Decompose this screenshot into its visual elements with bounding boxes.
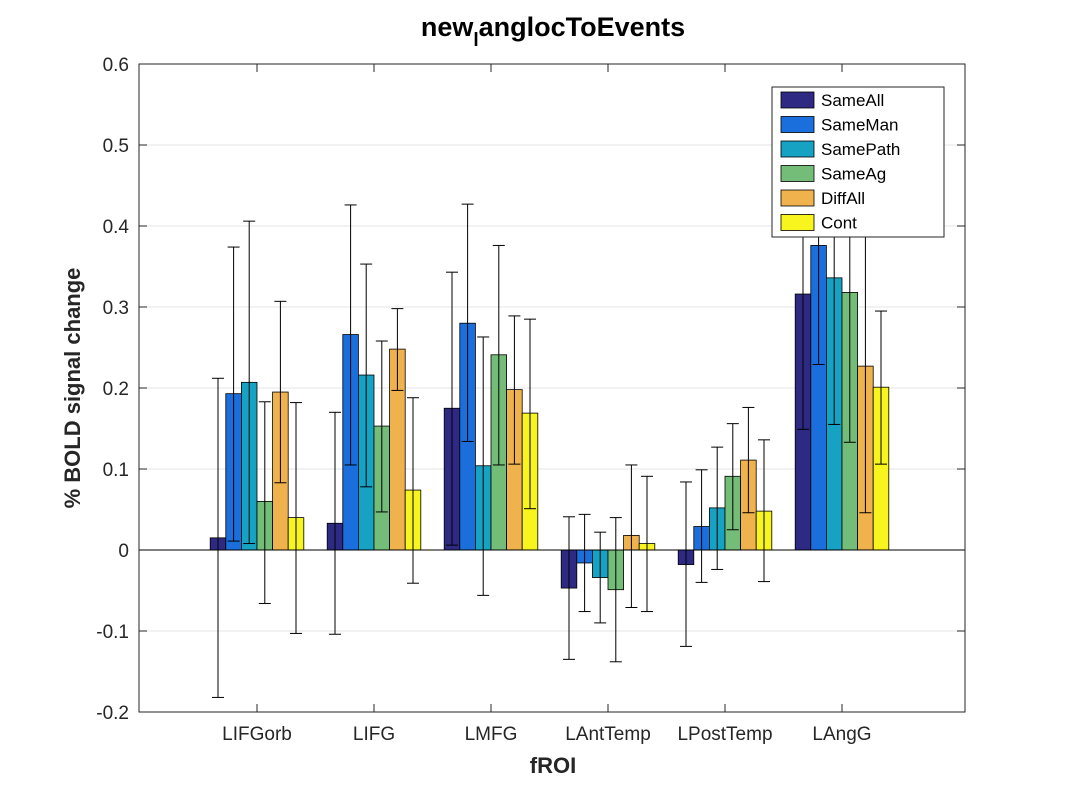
y-tick-label: 0.6 [103, 55, 129, 76]
error-bar-SameMan-LIFG [344, 204, 357, 466]
y-tick-label: 0.2 [103, 379, 129, 400]
chart-title: newlanglocToEvents [421, 12, 685, 51]
legend-item-DiffAll: DiffAll [780, 189, 865, 208]
chart-title-rest: anglocToEvents [479, 12, 686, 42]
y-tick-label: 0.1 [103, 460, 129, 481]
error-bar-DiffAll-LIFGorb [274, 300, 287, 484]
error-bar-SamePath-LPostTemp [711, 446, 724, 570]
x-tick-label: LAntTemp [565, 724, 651, 745]
x-tick-label: LPostTemp [677, 724, 772, 745]
y-axis-label: % BOLD signal change [60, 268, 85, 509]
legend-label: SameMan [821, 116, 898, 135]
chart-title-main: new [421, 12, 475, 42]
error-bar-Cont-LIFGorb [290, 402, 302, 634]
legend-label: SameAg [821, 165, 886, 184]
error-bar-SameAg-LPostTemp [726, 423, 739, 531]
error-bar-DiffAll-LAntTemp [625, 464, 638, 609]
error-bar-Cont-LAngG [875, 310, 887, 465]
error-bar-DiffAll-LMFG [508, 315, 521, 465]
x-tick-labels: LIFGorb LIFG LMFG LAntTemp LPostTemp LAngG [222, 724, 871, 745]
legend-swatch [780, 214, 815, 231]
legend-swatch [780, 116, 815, 133]
y-tick-label: 0.5 [103, 136, 129, 157]
legend-swatch [780, 91, 815, 109]
error-bar-SameMan-LMFG [461, 203, 474, 442]
error-bar-DiffAll-LPostTemp [742, 406, 755, 514]
y-tick-label: -0.1 [96, 622, 129, 643]
legend-box [771, 86, 945, 238]
error-bar-SameAll-LMFG [446, 271, 458, 546]
legend-label: SameAll [821, 91, 884, 110]
error-bar-SameAg-LIFGorb [258, 401, 271, 604]
y-tick-label: 0.4 [103, 217, 130, 238]
error-bar-SameMan-LAntTemp [578, 513, 591, 613]
x-tick-label: LIFG [353, 724, 395, 745]
legend-swatch [780, 140, 815, 158]
y-tick-label: -0.2 [96, 703, 129, 724]
error-bar-SameAll-LPostTemp [680, 481, 692, 647]
error-bar-SamePath-LAntTemp [594, 531, 607, 624]
error-bar-SameAll-LIFG [329, 411, 341, 635]
error-bar-SameMan-LPostTemp [695, 469, 708, 583]
error-bar-Cont-LAntTemp [641, 475, 653, 613]
y-tick-label: 0 [118, 541, 129, 562]
x-tick-label: LMFG [465, 724, 518, 745]
y-tick-labels: -0.2 -0.1 0 0.1 0.2 0.3 0.4 0.5 0.6 [96, 55, 129, 724]
legend: SameAll SameMan SamePath SameAg DiffAll Cont [771, 86, 945, 238]
error-bar-SamePath-LMFG [477, 336, 490, 596]
legend-label: Cont [821, 214, 857, 233]
x-axis-label: fROI [530, 753, 576, 778]
error-bar-SameAll-LAntTemp [563, 516, 575, 660]
error-bar-Cont-LPostTemp [758, 439, 770, 583]
error-bar-SamePath-LIFGorb [243, 220, 256, 545]
error-bar-SameAg-LIFG [375, 340, 388, 513]
axes-box [138, 63, 966, 713]
error-bar-SameAg-LAntTemp [609, 517, 622, 663]
error-bar-Cont-LMFG [524, 318, 536, 510]
axes [138, 63, 966, 713]
legend-item-SameAg: SameAg [780, 165, 886, 184]
x-tick-label: LAngG [812, 724, 871, 745]
error-bars [212, 128, 887, 698]
error-bar-DiffAll-LIFG [391, 308, 404, 391]
legend-swatch [780, 189, 815, 207]
legend-item-Cont: Cont [780, 214, 857, 233]
y-tick-label: 0.3 [103, 298, 129, 319]
legend-item-SameAll: SameAll [780, 91, 884, 110]
error-bar-Cont-LIFG [407, 397, 419, 584]
error-bar-SameAg-LMFG [492, 244, 505, 466]
error-bar-SameAll-LIFGorb [212, 377, 224, 698]
legend-label: DiffAll [821, 189, 865, 208]
chart-title-subscript: l [473, 30, 478, 51]
legend-swatch [780, 165, 815, 182]
legend-item-SameMan: SameMan [780, 116, 898, 135]
error-bar-SamePath-LIFG [360, 263, 373, 488]
x-tick-label: LIFGorb [222, 724, 292, 745]
legend-item-SamePath: SamePath [780, 140, 900, 159]
error-bar-SameMan-LIFGorb [227, 246, 240, 542]
legend-label: SamePath [821, 140, 900, 159]
